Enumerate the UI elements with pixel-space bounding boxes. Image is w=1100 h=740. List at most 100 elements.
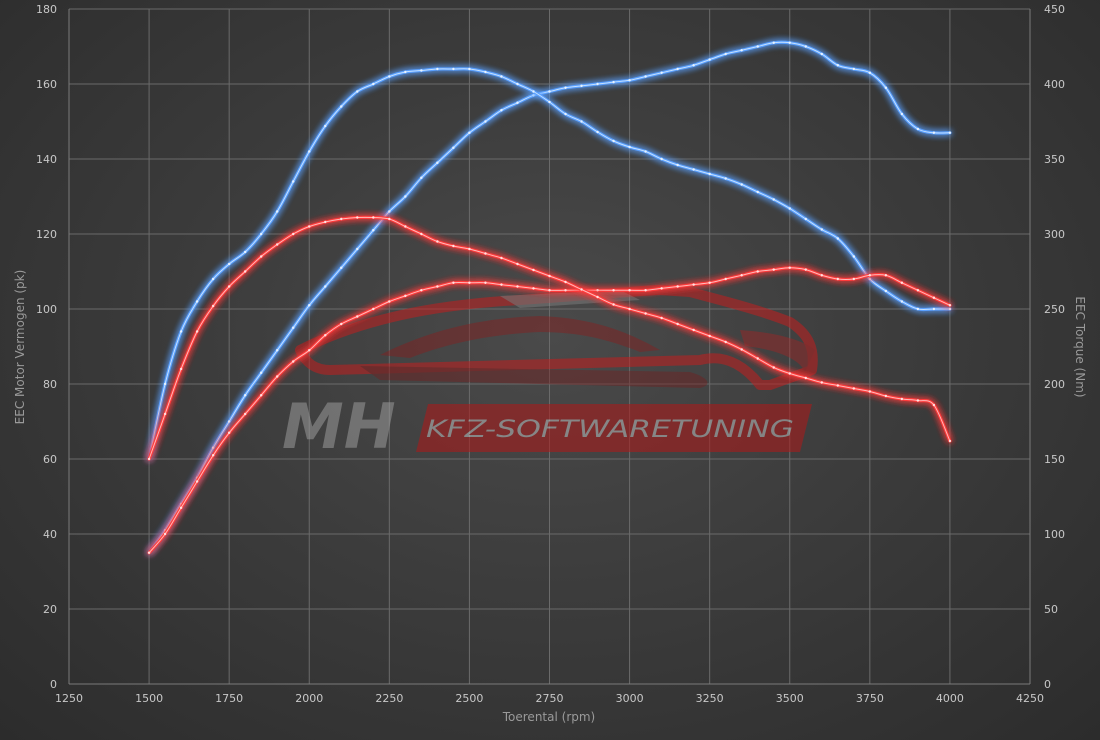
data-point xyxy=(532,268,535,272)
data-point xyxy=(692,168,695,171)
watermark-text: KFZ-SOFTWARETUNING xyxy=(426,415,794,443)
data-point xyxy=(756,270,759,273)
data-point xyxy=(516,101,519,104)
data-point xyxy=(628,79,631,82)
data-point xyxy=(179,506,183,509)
data-point xyxy=(243,250,247,254)
data-point xyxy=(468,67,471,71)
data-point xyxy=(612,139,615,143)
data-point xyxy=(179,330,183,333)
data-point xyxy=(868,277,872,281)
data-point xyxy=(868,71,872,74)
data-point xyxy=(163,412,167,416)
data-point xyxy=(532,90,535,93)
data-point xyxy=(516,285,519,288)
y2-tick-label: 0 xyxy=(1044,678,1051,691)
data-point xyxy=(308,150,311,153)
data-point xyxy=(804,268,807,271)
data-point xyxy=(804,45,807,48)
data-point xyxy=(772,366,775,369)
data-point xyxy=(500,109,503,112)
data-point xyxy=(356,216,359,219)
data-point xyxy=(580,84,583,88)
data-point xyxy=(708,334,711,338)
data-point xyxy=(756,357,759,360)
data-point xyxy=(676,322,679,326)
data-point xyxy=(788,372,791,375)
y2-tick-label: 50 xyxy=(1044,603,1058,616)
data-point xyxy=(484,120,487,123)
watermark-logo: MH KFZ-SOFTWARETUNING xyxy=(282,285,818,463)
series-3 xyxy=(147,266,952,555)
data-point xyxy=(612,303,615,306)
data-point xyxy=(404,294,407,298)
data-point xyxy=(516,82,519,86)
data-point xyxy=(468,281,471,284)
series-1 xyxy=(147,40,952,555)
data-point xyxy=(916,399,920,402)
data-point xyxy=(820,52,823,56)
data-point xyxy=(884,289,888,293)
y2-tick-label: 450 xyxy=(1044,3,1065,16)
data-point xyxy=(564,112,567,116)
data-point xyxy=(227,262,231,266)
series xyxy=(147,40,952,555)
data-point xyxy=(484,252,487,255)
data-point xyxy=(932,403,936,407)
y-tick-label: 160 xyxy=(36,78,57,91)
data-point xyxy=(692,64,695,67)
data-point xyxy=(388,75,391,78)
data-point xyxy=(772,198,775,201)
data-point xyxy=(836,277,839,281)
data-point xyxy=(660,71,663,74)
data-point xyxy=(179,367,183,371)
data-point xyxy=(260,371,263,374)
data-point xyxy=(452,67,455,71)
data-point xyxy=(884,394,888,398)
data-point xyxy=(948,131,952,134)
x-axis-title: Toerental (rpm) xyxy=(502,710,595,724)
x-tick-label: 2250 xyxy=(375,692,403,705)
data-point xyxy=(932,296,936,299)
data-point xyxy=(340,105,343,108)
data-point xyxy=(548,274,551,278)
data-point xyxy=(852,277,856,281)
data-point xyxy=(404,70,407,74)
y-tick-label: 100 xyxy=(36,303,57,316)
data-point xyxy=(852,387,856,390)
data-point xyxy=(420,69,423,72)
watermark-mh: MH xyxy=(282,390,396,463)
data-point xyxy=(195,480,199,483)
data-point xyxy=(500,75,503,78)
data-point xyxy=(276,375,279,378)
data-point xyxy=(756,190,759,194)
data-point xyxy=(836,237,839,240)
data-point xyxy=(900,300,904,303)
series-2 xyxy=(147,67,952,461)
data-point xyxy=(436,285,439,288)
data-point xyxy=(468,131,471,134)
data-point xyxy=(243,394,247,397)
data-point xyxy=(500,283,503,286)
data-point xyxy=(324,285,327,288)
data-point xyxy=(916,307,920,311)
data-point xyxy=(740,274,743,277)
data-point xyxy=(644,312,647,315)
data-point xyxy=(644,150,647,153)
data-point xyxy=(884,86,888,89)
data-point xyxy=(596,130,599,134)
data-point xyxy=(900,112,904,116)
data-point xyxy=(820,381,823,384)
x-tick-label: 2000 xyxy=(295,692,323,705)
data-point xyxy=(372,82,375,86)
data-point xyxy=(932,131,936,134)
y2-tick-label: 150 xyxy=(1044,453,1065,466)
data-point xyxy=(436,67,439,71)
data-point xyxy=(628,307,631,311)
data-point xyxy=(708,281,711,284)
data-point xyxy=(388,300,391,303)
y2-tick-label: 350 xyxy=(1044,153,1065,166)
data-point xyxy=(211,277,215,281)
data-point xyxy=(308,225,311,228)
